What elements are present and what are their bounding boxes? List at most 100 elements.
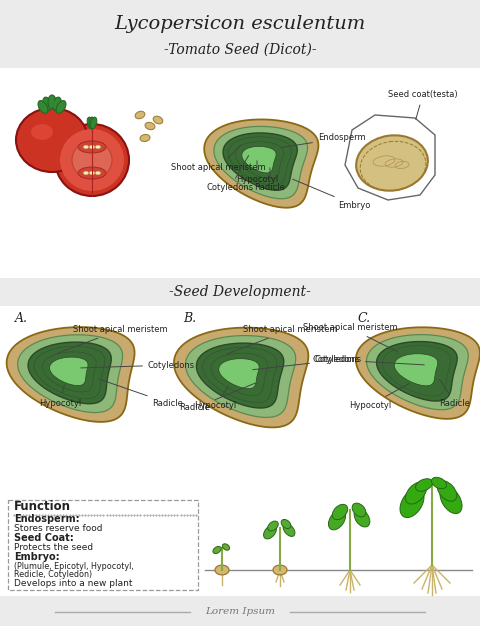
Text: Stores reserve food: Stores reserve food bbox=[14, 524, 102, 533]
Text: Radicle: Radicle bbox=[439, 379, 469, 408]
Ellipse shape bbox=[38, 101, 48, 113]
Bar bbox=[0, 306, 480, 596]
Ellipse shape bbox=[332, 505, 347, 520]
Ellipse shape bbox=[89, 117, 95, 129]
Ellipse shape bbox=[399, 488, 423, 518]
Polygon shape bbox=[366, 335, 467, 409]
Text: Seed coat(testa): Seed coat(testa) bbox=[387, 91, 456, 120]
Text: Embryo:: Embryo: bbox=[14, 552, 60, 562]
Ellipse shape bbox=[436, 481, 456, 501]
Text: Radicle: Radicle bbox=[98, 379, 183, 408]
Text: (Plumule, Epicotyl, Hypocotyl,: (Plumule, Epicotyl, Hypocotyl, bbox=[14, 562, 133, 571]
Ellipse shape bbox=[283, 523, 294, 536]
Text: Hypocotyl: Hypocotyl bbox=[235, 161, 277, 185]
Polygon shape bbox=[355, 327, 479, 419]
Polygon shape bbox=[18, 335, 122, 413]
Text: -Tomato Seed (Dicot)-: -Tomato Seed (Dicot)- bbox=[163, 43, 316, 57]
Text: -Seed Development-: -Seed Development- bbox=[168, 285, 310, 299]
Text: C.: C. bbox=[357, 312, 371, 325]
Text: Endosperm: Endosperm bbox=[280, 133, 365, 148]
Ellipse shape bbox=[145, 122, 155, 130]
Ellipse shape bbox=[263, 525, 276, 539]
Ellipse shape bbox=[222, 544, 229, 550]
Ellipse shape bbox=[53, 97, 61, 111]
Ellipse shape bbox=[89, 172, 94, 175]
Ellipse shape bbox=[153, 116, 162, 124]
Text: Lorem Ipsum: Lorem Ipsum bbox=[204, 607, 275, 617]
Text: B.: B. bbox=[182, 312, 196, 325]
Ellipse shape bbox=[78, 167, 106, 179]
Ellipse shape bbox=[355, 135, 427, 191]
Ellipse shape bbox=[55, 124, 129, 196]
Ellipse shape bbox=[84, 145, 88, 149]
Ellipse shape bbox=[267, 521, 278, 531]
Ellipse shape bbox=[87, 117, 94, 129]
Ellipse shape bbox=[48, 95, 56, 109]
Text: Shoot apical meristem: Shoot apical meristem bbox=[302, 324, 396, 352]
Polygon shape bbox=[28, 342, 111, 404]
Ellipse shape bbox=[78, 141, 106, 153]
Ellipse shape bbox=[72, 141, 112, 179]
Text: Function: Function bbox=[14, 500, 71, 513]
Ellipse shape bbox=[215, 565, 228, 575]
Ellipse shape bbox=[405, 482, 426, 504]
Polygon shape bbox=[223, 133, 297, 190]
FancyBboxPatch shape bbox=[8, 500, 198, 590]
Bar bbox=[0, 278, 480, 306]
Ellipse shape bbox=[328, 510, 345, 530]
Text: Hypocotyl: Hypocotyl bbox=[348, 383, 408, 409]
Ellipse shape bbox=[84, 172, 88, 175]
Text: Embryo: Embryo bbox=[292, 179, 370, 210]
Text: Lycopersicon esculentum: Lycopersicon esculentum bbox=[114, 15, 365, 33]
Text: Protects the seed: Protects the seed bbox=[14, 543, 93, 552]
Polygon shape bbox=[214, 126, 307, 198]
Ellipse shape bbox=[140, 135, 150, 141]
Ellipse shape bbox=[431, 478, 445, 489]
Polygon shape bbox=[196, 343, 283, 408]
Ellipse shape bbox=[60, 129, 124, 191]
Polygon shape bbox=[174, 327, 308, 428]
Text: Cotyledons: Cotyledons bbox=[312, 356, 423, 365]
Text: A.: A. bbox=[15, 312, 28, 325]
Bar bbox=[0, 598, 480, 626]
Text: Radicle: Radicle bbox=[254, 168, 285, 193]
Bar bbox=[0, 0, 480, 68]
Polygon shape bbox=[204, 120, 318, 208]
Polygon shape bbox=[7, 327, 134, 422]
Text: Shoot apical meristem: Shoot apical meristem bbox=[170, 145, 265, 173]
Ellipse shape bbox=[353, 509, 369, 527]
Ellipse shape bbox=[281, 520, 290, 528]
Ellipse shape bbox=[273, 565, 287, 575]
Ellipse shape bbox=[16, 108, 88, 172]
Text: Endosperm:: Endosperm: bbox=[14, 514, 80, 524]
Ellipse shape bbox=[43, 97, 51, 111]
Text: Hypocotyl: Hypocotyl bbox=[39, 385, 81, 408]
Text: Shoot apical meristem: Shoot apical meristem bbox=[226, 326, 336, 354]
Ellipse shape bbox=[351, 503, 365, 517]
Ellipse shape bbox=[90, 117, 96, 129]
Ellipse shape bbox=[89, 145, 94, 149]
Text: Seed Coat:: Seed Coat: bbox=[14, 533, 73, 543]
Ellipse shape bbox=[56, 101, 66, 113]
Text: Shoot apical meristem: Shoot apical meristem bbox=[58, 326, 167, 353]
Text: Redicle, Cotyledon): Redicle, Cotyledon) bbox=[14, 570, 92, 579]
Ellipse shape bbox=[415, 479, 432, 491]
Polygon shape bbox=[185, 336, 295, 418]
Text: Radicle: Radicle bbox=[179, 383, 255, 413]
Ellipse shape bbox=[439, 486, 461, 513]
Ellipse shape bbox=[213, 546, 221, 553]
Ellipse shape bbox=[135, 111, 144, 119]
Polygon shape bbox=[376, 342, 456, 401]
Polygon shape bbox=[241, 146, 276, 173]
Text: Cotyledons: Cotyledons bbox=[206, 155, 253, 193]
Polygon shape bbox=[218, 359, 259, 389]
Text: Hypocotyl: Hypocotyl bbox=[193, 386, 236, 411]
Text: Develops into a new plant: Develops into a new plant bbox=[14, 579, 132, 588]
Polygon shape bbox=[49, 357, 88, 386]
Ellipse shape bbox=[96, 172, 100, 175]
Bar bbox=[0, 68, 480, 278]
Polygon shape bbox=[394, 354, 437, 386]
Text: Cotyledons: Cotyledons bbox=[81, 361, 195, 369]
Ellipse shape bbox=[96, 145, 100, 149]
Text: Cotyledons: Cotyledons bbox=[252, 356, 361, 370]
